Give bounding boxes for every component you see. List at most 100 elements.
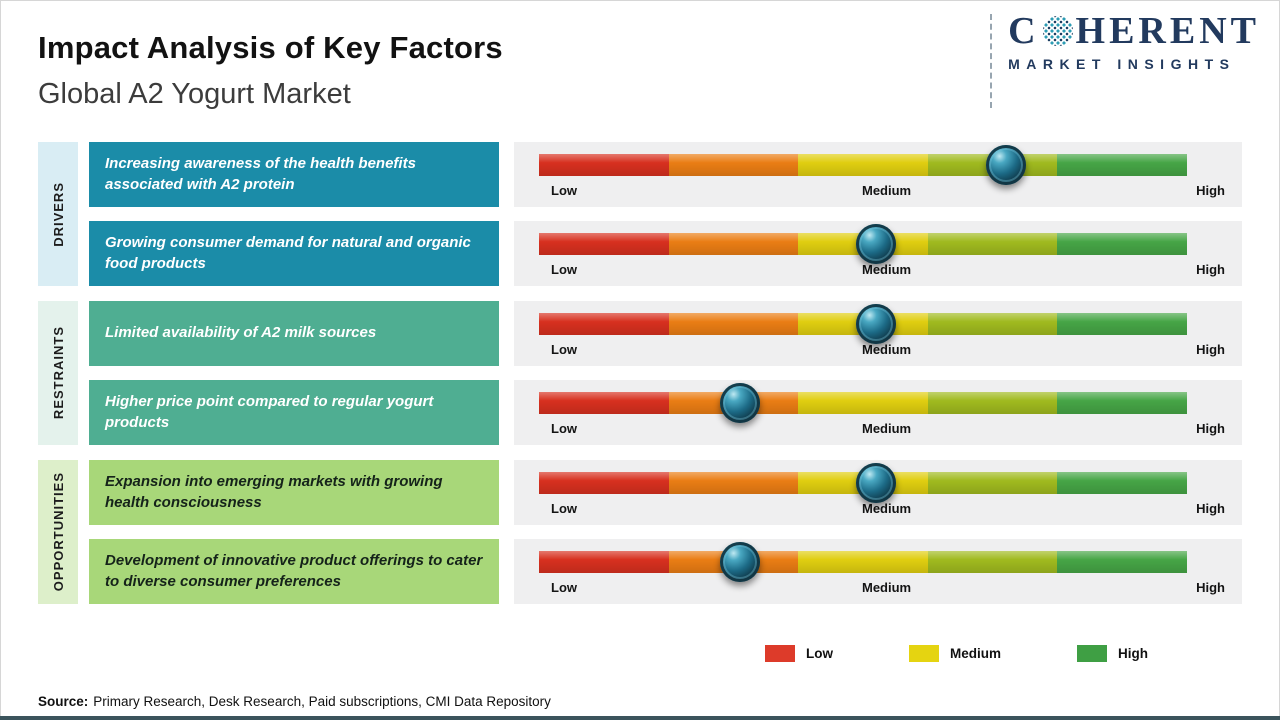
factor-group-opportunities: OPPORTUNITIES Expansion into emerging mar… [38, 460, 1242, 604]
bar-segment-1 [539, 154, 669, 176]
bar-segment-2 [668, 472, 799, 494]
scale-label-medium: Medium [861, 183, 912, 198]
logo-text: C HERENT MARKET INSIGHTS [1008, 12, 1260, 72]
logo-tagline: MARKET INSIGHTS [1008, 56, 1236, 72]
company-logo: C HERENT MARKET INSIGHTS [990, 12, 1260, 108]
scale-label-medium: Medium [861, 421, 912, 436]
legend-item-high: High [1077, 645, 1148, 662]
group-label: OPPORTUNITIES [50, 472, 66, 592]
bar-segment-5 [1057, 472, 1187, 494]
scale-label-medium: Medium [861, 262, 912, 277]
impact-bar [539, 224, 1187, 264]
factor-row: Expansion into emerging markets with gro… [89, 460, 1242, 525]
scale-label-low: Low [551, 501, 577, 516]
scale-label-low: Low [551, 183, 577, 198]
logo-divider-dashed-line [990, 14, 993, 108]
scale-label-medium: Medium [861, 580, 912, 595]
factor-text: Expansion into emerging markets with gro… [105, 473, 443, 511]
scale-label-low: Low [551, 580, 577, 595]
factor-box: Expansion into emerging markets with gro… [89, 460, 499, 525]
factor-text: Increasing awareness of the health benef… [105, 155, 416, 193]
factor-group-drivers: DRIVERS Increasing awareness of the healt… [38, 142, 1242, 286]
impact-bar-area: Low Medium High [514, 142, 1242, 207]
bar-segment-4 [927, 392, 1058, 414]
scale-labels: Low Medium High [551, 580, 1225, 595]
legend-label: Low [806, 646, 833, 661]
factor-row: Higher price point compared to regular y… [89, 380, 1242, 445]
bar-segment-5 [1057, 233, 1187, 255]
impact-bar-area: Low Medium High [514, 539, 1242, 604]
legend-swatch-high [1077, 645, 1108, 662]
impact-bar [539, 304, 1187, 344]
group-label-strip: OPPORTUNITIES [38, 460, 78, 604]
factor-box: Growing consumer demand for natural and … [89, 221, 499, 286]
impact-bar [539, 383, 1187, 423]
scale-label-high: High [1196, 501, 1225, 516]
group-label-strip: DRIVERS [38, 142, 78, 286]
group-label: DRIVERS [50, 181, 66, 247]
factor-row: Limited availability of A2 milk sources L… [89, 301, 1242, 366]
bar-segment-1 [539, 233, 669, 255]
factor-text: Limited availability of A2 milk sources [105, 324, 377, 342]
bar-segment-5 [1057, 313, 1187, 335]
impact-bar [539, 542, 1187, 582]
bar-segment-3 [798, 392, 928, 414]
scale-label-high: High [1196, 262, 1225, 277]
legend-item-low: Low [765, 645, 833, 662]
legend-label: High [1118, 646, 1149, 661]
impact-slider-knob[interactable] [855, 463, 896, 503]
scale-label-low: Low [551, 342, 577, 357]
bar-segment-5 [1057, 551, 1187, 573]
logo-word-end: HERENT [1075, 10, 1260, 52]
impact-slider-knob[interactable] [719, 542, 760, 582]
factor-rows: Limited availability of A2 milk sources L… [89, 301, 1242, 445]
impact-bar-area: Low Medium High [514, 221, 1242, 286]
legend-swatch-medium [909, 645, 939, 662]
scale-label-high: High [1196, 421, 1225, 436]
impact-bar-area: Low Medium High [514, 301, 1242, 366]
legend-label: Medium [950, 646, 1002, 661]
impact-slider-knob[interactable] [855, 224, 896, 264]
factor-box: Higher price point compared to regular y… [89, 380, 499, 445]
factor-text: Development of innovative product offeri… [105, 552, 483, 590]
bar-segment-1 [539, 551, 669, 573]
impact-bar [539, 145, 1187, 185]
bottom-accent-strip [0, 716, 1280, 720]
logo-word-start: C [1008, 10, 1040, 52]
factor-rows: Increasing awareness of the health benef… [89, 142, 1242, 286]
scale-labels: Low Medium High [551, 262, 1225, 277]
factor-groups: DRIVERS Increasing awareness of the healt… [38, 142, 1242, 604]
scale-label-low: Low [551, 262, 577, 277]
group-label: RESTRAINTS [50, 326, 66, 420]
impact-bar-area: Low Medium High [514, 380, 1242, 445]
source-label: Source: [38, 694, 89, 709]
scale-labels: Low Medium High [551, 501, 1225, 516]
source-note: Source: Primary Research, Desk Research, … [38, 694, 551, 709]
source-text: Primary Research, Desk Research, Paid su… [93, 694, 551, 709]
logo-wordmark: C HERENT [1008, 12, 1260, 50]
group-label-strip: RESTRAINTS [38, 301, 78, 445]
scale-label-high: High [1196, 342, 1225, 357]
bar-segment-5 [1057, 392, 1187, 414]
factor-group-restraints: RESTRAINTS Limited availability of A2 mil… [38, 301, 1242, 445]
scale-label-medium: Medium [861, 501, 912, 516]
impact-bar-area: Low Medium High [514, 460, 1242, 525]
page-title: Impact Analysis of Key Factors [38, 30, 503, 65]
scale-label-low: Low [551, 421, 577, 436]
legend: Low Medium High [765, 645, 1148, 662]
factor-rows: Expansion into emerging markets with gro… [89, 460, 1242, 604]
scale-labels: Low Medium High [551, 342, 1225, 357]
header: Impact Analysis of Key Factors Global A2… [38, 30, 503, 111]
bar-segment-3 [798, 154, 928, 176]
factor-text: Higher price point compared to regular y… [105, 393, 434, 431]
bar-segment-1 [539, 472, 669, 494]
globe-icon [1042, 16, 1073, 46]
bar-segment-3 [798, 551, 928, 573]
impact-slider-knob[interactable] [719, 383, 760, 423]
bar-segment-4 [927, 233, 1058, 255]
impact-slider-knob[interactable] [855, 304, 896, 344]
bar-segment-4 [927, 472, 1058, 494]
legend-item-medium: Medium [909, 645, 1001, 662]
impact-slider-knob[interactable] [985, 145, 1026, 185]
scale-labels: Low Medium High [551, 183, 1225, 198]
